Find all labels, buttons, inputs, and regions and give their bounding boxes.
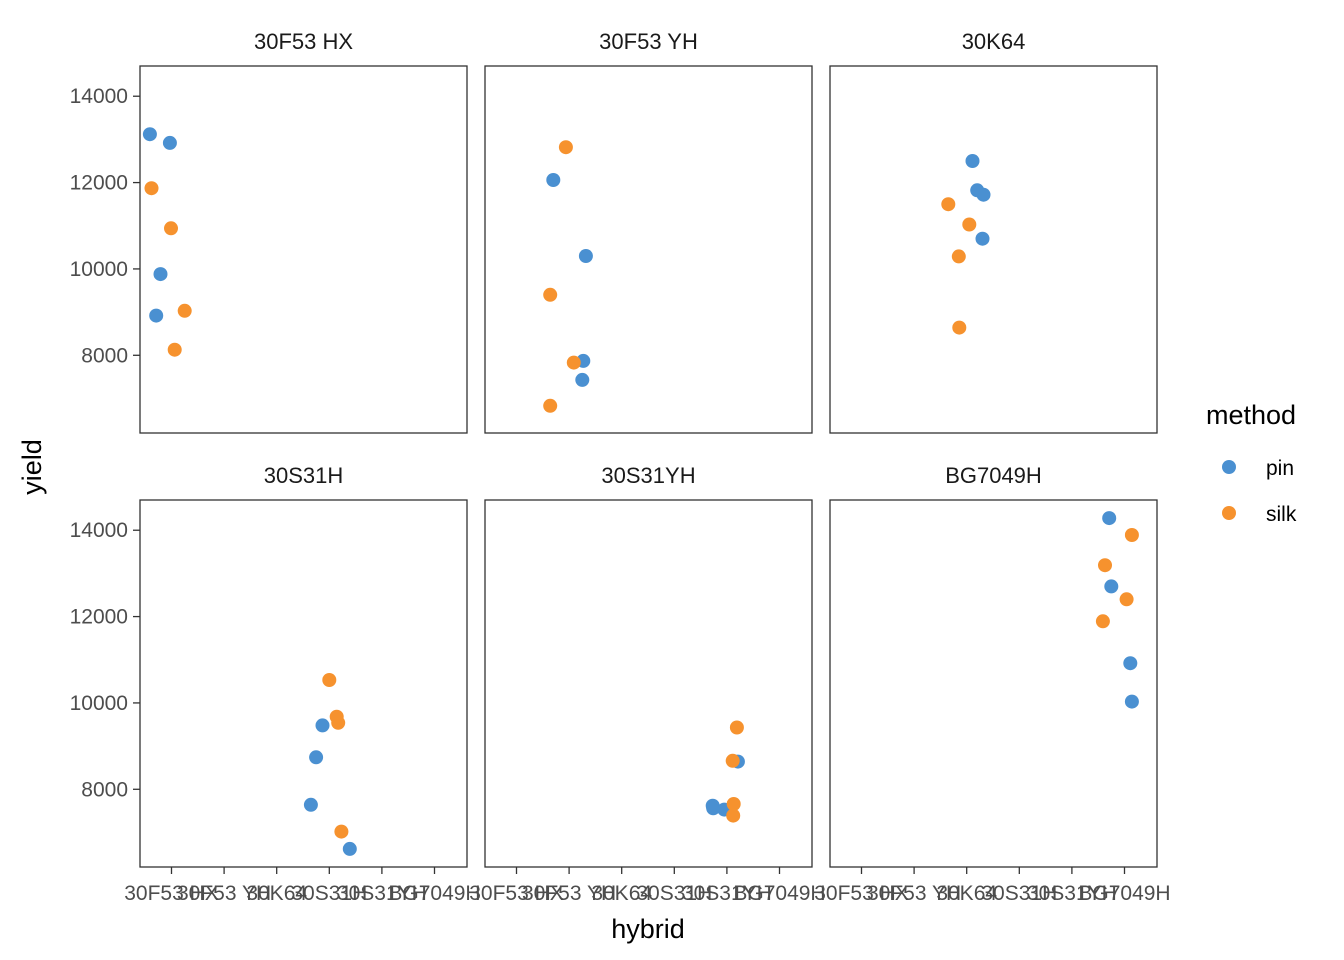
legend-label: pin xyxy=(1266,457,1294,480)
x-tick-label: 30F53 HX xyxy=(814,882,909,905)
data-point-silk xyxy=(962,217,977,232)
x-tick-label: BG7049H xyxy=(733,882,825,905)
x-tick-label: 30S31H xyxy=(981,882,1057,905)
data-point-silk xyxy=(952,320,967,335)
y-tick-label: 10000 xyxy=(70,258,128,281)
facet-title: 30F53 YH xyxy=(599,29,698,54)
data-point-pin xyxy=(965,154,980,168)
facet-title: 30K64 xyxy=(962,29,1026,54)
data-point-silk xyxy=(951,249,966,264)
x-tick-label: 30K64 xyxy=(246,882,307,905)
x-tick-label: 30S31YH xyxy=(337,882,427,905)
legend-key-silk xyxy=(1222,506,1236,520)
x-tick-label: 30F53 HX xyxy=(469,882,564,905)
x-tick-label: 30S31YH xyxy=(1027,882,1117,905)
data-point-silk xyxy=(729,720,744,735)
data-point-silk xyxy=(1124,528,1139,542)
facet-panel: 30K64 xyxy=(829,29,1158,434)
data-point-pin xyxy=(546,173,561,187)
data-point-silk xyxy=(726,808,741,823)
x-tick-label: 30K64 xyxy=(591,882,652,905)
y-tick-label: 14000 xyxy=(70,85,128,108)
panel-border xyxy=(139,65,468,434)
facet-title: 30S31H xyxy=(264,463,344,488)
panel-border xyxy=(829,65,1158,434)
x-tick-label: 30S31H xyxy=(291,882,367,905)
panel-border xyxy=(829,499,1158,868)
data-point-pin xyxy=(1123,656,1138,671)
legend: method pin silk xyxy=(1206,400,1297,526)
x-tick-label: 30F53 HX xyxy=(124,882,219,905)
legend-title: method xyxy=(1206,400,1296,430)
data-point-pin xyxy=(342,841,357,856)
y-tick-label: 12000 xyxy=(70,606,128,629)
data-point-pin xyxy=(142,127,157,142)
data-point-silk xyxy=(566,355,581,370)
data-point-pin xyxy=(975,231,990,246)
legend-key-pin xyxy=(1222,460,1236,474)
x-tick-label: 30S31YH xyxy=(682,882,772,905)
y-tick-label: 14000 xyxy=(70,519,128,542)
y-tick-label: 8000 xyxy=(81,778,128,801)
legend-label: silk xyxy=(1266,503,1297,526)
data-point-silk xyxy=(543,398,558,413)
data-point-silk xyxy=(1119,592,1134,607)
x-tick-label: 30S31H xyxy=(636,882,712,905)
data-point-silk xyxy=(725,753,740,768)
data-point-silk xyxy=(558,140,573,155)
facet-panel: 30F53 YH xyxy=(484,29,813,434)
y-tick-label: 8000 xyxy=(81,344,128,367)
panel-border xyxy=(139,499,468,868)
data-point-pin xyxy=(706,801,721,816)
x-tick-label: 30F53 YH xyxy=(177,882,271,905)
data-point-pin xyxy=(309,750,324,765)
x-tick-label: 30K64 xyxy=(936,882,997,905)
data-point-silk xyxy=(164,221,178,236)
data-point-silk xyxy=(726,797,741,811)
panel-border xyxy=(484,499,813,868)
x-tick-label: BG7049H xyxy=(1078,882,1170,905)
data-point-pin xyxy=(1104,579,1119,594)
data-point-pin xyxy=(315,718,330,733)
panel-border xyxy=(484,65,813,434)
facet-title: 30S31YH xyxy=(601,463,695,488)
data-point-silk xyxy=(331,715,346,730)
data-point-pin xyxy=(153,267,168,282)
data-point-pin xyxy=(578,249,593,263)
facet-title: BG7049H xyxy=(945,463,1042,488)
data-point-silk xyxy=(1098,558,1112,573)
data-point-pin xyxy=(162,135,177,150)
data-point-pin xyxy=(976,187,991,202)
data-point-silk xyxy=(177,303,192,318)
x-tick-label: 30F53 YH xyxy=(867,882,961,905)
data-point-pin xyxy=(303,797,318,812)
data-point-pin xyxy=(1124,694,1139,709)
facet-panel: 30F53 HX 8000 10000 12000 14000 xyxy=(70,29,468,434)
data-point-silk xyxy=(334,824,349,839)
y-axis-title: yield xyxy=(17,439,47,495)
x-tick-label: BG7049H xyxy=(388,882,480,905)
y-tick-label: 10000 xyxy=(70,692,128,715)
data-point-silk xyxy=(543,287,558,302)
x-tick-label: 30F53 YH xyxy=(522,882,616,905)
data-point-silk xyxy=(167,342,182,357)
x-axis-title: hybrid xyxy=(611,914,685,944)
data-point-pin xyxy=(1102,511,1117,526)
data-point-silk xyxy=(1095,614,1110,629)
y-tick-label: 12000 xyxy=(70,172,128,195)
data-point-pin xyxy=(149,308,164,323)
data-point-silk xyxy=(322,673,337,687)
data-point-silk xyxy=(144,181,159,196)
facet-title: 30F53 HX xyxy=(254,29,353,54)
data-point-pin xyxy=(575,372,590,387)
data-point-silk xyxy=(941,197,956,212)
